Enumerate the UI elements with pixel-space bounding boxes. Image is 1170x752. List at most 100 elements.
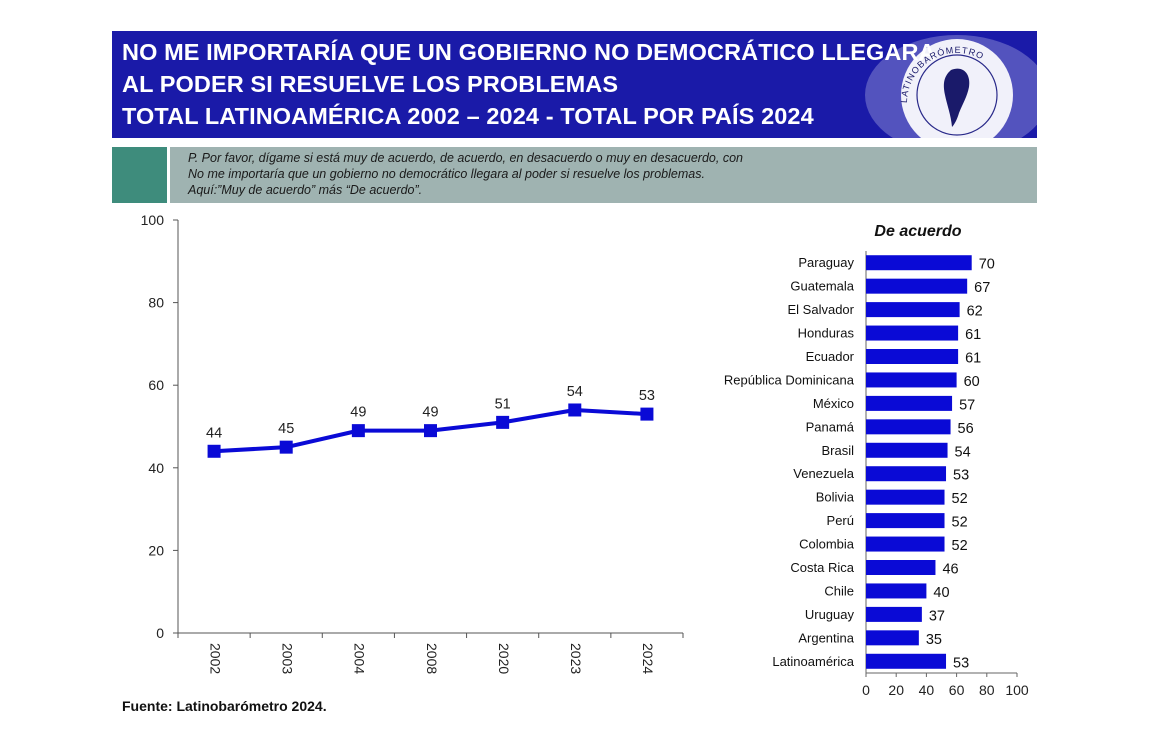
bar-value-label: 54 [955,444,971,460]
bar-value-label: 62 [967,304,983,320]
bar-category-label: Bolivia [816,490,855,505]
bar-value-label: 53 [953,468,969,484]
data-label: 53 [639,388,655,404]
x-tick-label: 2008 [424,643,440,674]
bar-value-label: 67 [974,280,990,296]
bar-value-label: 52 [952,538,968,554]
question-line-2: No me importaría que un gobierno no demo… [188,167,705,181]
latinobarometro-logo: LATINOBARÓMETRO 1995 [865,35,1037,138]
y-tick-label: 40 [148,460,164,476]
y-tick-label: 0 [156,625,164,641]
bar [866,302,960,318]
line-chart: 0 20 40 60 80 100 2002 2003 2004 2008 2020 2023 2024… [141,212,684,674]
bar-value-label: 60 [964,374,980,390]
bar-value-label: 53 [953,655,969,671]
bar-value-label: 70 [979,257,995,273]
bar [866,372,957,388]
bar-value-label: 57 [959,397,975,413]
bar-category-label: Panamá [806,419,855,434]
bar [866,255,972,271]
y-tick-label: 20 [148,542,164,558]
data-point [568,403,582,417]
y-tick-label: 80 [148,295,164,311]
data-point [351,424,365,438]
bar-category-label: Costa Rica [790,560,854,575]
bar [866,560,936,575]
bar-category-label: Chile [824,583,854,598]
bar-category-label: Ecuador [806,349,855,364]
bar-value-label: 52 [952,491,968,507]
bar-value-label: 56 [958,421,974,437]
bar-value-label: 61 [965,327,981,343]
bar-value-label: 40 [933,585,949,601]
source-note: Fuente: Latinobarómetro 2024. [122,698,327,714]
bar [866,630,919,646]
data-label: 45 [278,421,294,437]
bar [866,395,953,411]
data-point [279,440,293,454]
bar [866,513,945,529]
header-banner: NO ME IMPORTARÍA QUE UN GOBIERNO NO DEMO… [112,31,1037,138]
bar [866,606,922,622]
bar [866,466,947,482]
bar-x-tick-label: 60 [949,682,965,698]
bar-x-tick-label: 20 [888,682,904,698]
bar-x-tick-label: 0 [862,682,870,698]
bar [866,419,951,435]
x-tick-label: 2020 [496,643,512,674]
question-accent-block [112,147,167,203]
bar-value-label: 35 [926,632,942,648]
bar-x-tick-label: 80 [979,682,995,698]
data-label: 44 [206,425,222,441]
x-tick-label: 2024 [640,643,656,674]
bar [866,536,945,552]
bar-category-label: Argentina [798,630,854,645]
data-point [496,415,510,429]
data-label: 49 [422,405,438,421]
bar-category-label: Brasil [821,443,854,458]
question-line-1: P. Por favor, dígame si está muy de acue… [188,151,743,165]
bar-x-tick-label: 40 [919,682,935,698]
bar-chart: De acuerdo 0 20 40 60 80 100 Paraguay 70 Guatemal… [724,223,1029,698]
title-line-1: NO ME IMPORTARÍA QUE UN GOBIERNO NO DEMO… [122,39,936,65]
bar-value-label: 61 [965,351,981,367]
bar [866,349,959,364]
question-line-3: Aquí:”Muy de acuerdo” más “De acuerdo”. [188,183,423,197]
x-tick-label: 2003 [280,643,296,674]
data-label: 51 [495,396,511,412]
bar-category-label: México [813,396,854,411]
bar-chart-title: De acuerdo [874,223,961,240]
bar-value-label: 46 [942,562,958,578]
bar [866,583,927,599]
bar-category-label: Venezuela [793,466,854,481]
data-point [424,424,437,438]
y-tick-label: 60 [148,377,164,393]
bar-category-label: Uruguay [805,607,855,622]
bar-category-label: Honduras [798,326,855,341]
bar [866,653,947,669]
title-line-2: AL PODER SI RESUELVE LOS PROBLEMAS [122,71,619,97]
bar-category-label: Paraguay [798,255,854,270]
data-label: 54 [567,384,583,400]
x-tick-label: 2004 [352,643,368,674]
bar-category-label: Colombia [799,537,855,552]
bar-category-label: El Salvador [788,302,855,317]
x-tick-label: 2023 [568,643,584,674]
bar [866,489,945,505]
bar [866,442,948,458]
x-tick-label: 2002 [207,643,223,674]
bar-value-label: 37 [929,608,945,624]
bar [866,278,968,294]
title-line-3: TOTAL LATINOAMÉRICA 2002 – 2024 - TOTAL … [122,103,814,129]
data-point [640,407,654,421]
bar-value-label: 52 [952,515,968,531]
data-point [207,444,221,458]
bar-category-label: República Dominicana [724,372,855,387]
y-tick-label: 100 [141,212,165,228]
bar-x-tick-label: 100 [1005,682,1029,698]
bar-category-label: Perú [827,513,854,528]
data-label: 49 [350,405,366,421]
bar-category-label: Guatemala [790,279,854,294]
bar [866,325,959,341]
